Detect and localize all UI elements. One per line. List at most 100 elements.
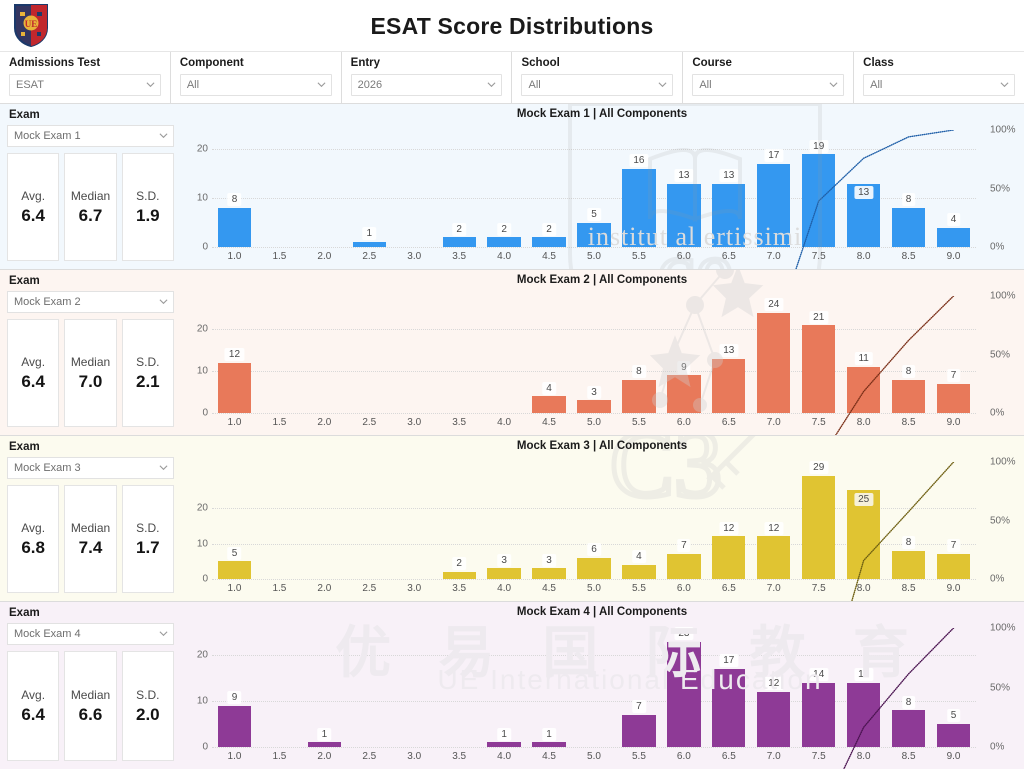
x-tick: 8.5: [901, 583, 916, 594]
bar[interactable]: [442, 237, 476, 247]
kpi-median: Median 6.6: [64, 651, 117, 761]
kpi-group: Avg. 6.4 Median 6.6 S.D. 2.0: [7, 651, 174, 764]
bar[interactable]: [667, 554, 701, 579]
bar-value-label: 16: [629, 154, 649, 168]
y-axis-count: 0 10 20: [180, 130, 212, 253]
bar[interactable]: [712, 358, 746, 413]
bar[interactable]: [217, 208, 252, 247]
kpi-label: Median: [70, 354, 111, 369]
bar[interactable]: [936, 383, 971, 413]
bar[interactable]: [577, 557, 611, 579]
bar-value-label: 13: [719, 343, 739, 357]
bar[interactable]: [712, 536, 746, 579]
bar-value-label: 3: [497, 553, 511, 567]
bar[interactable]: [757, 692, 791, 747]
page-title: ESAT Score Distributions: [370, 12, 654, 39]
bar[interactable]: [667, 641, 701, 747]
x-tick: 2.0: [317, 751, 332, 762]
bar[interactable]: [532, 237, 566, 247]
kpi-value: 6.8: [21, 537, 45, 557]
bar[interactable]: [352, 242, 386, 247]
y-axis-cumulative-percent: 0% 50% 100%: [976, 457, 1024, 585]
bar[interactable]: [802, 682, 836, 747]
kpi-label: S.D.: [136, 520, 160, 535]
kpi-standard-deviation: S.D. 2.1: [121, 319, 174, 427]
bar[interactable]: [217, 705, 252, 747]
bar[interactable]: [532, 742, 566, 747]
x-tick: 1.0: [227, 751, 242, 762]
filter-bar: Admissions Test ESAT Component All Entry 2026…: [0, 52, 1024, 104]
bar-value-label: 7: [946, 539, 961, 553]
bar[interactable]: [936, 227, 971, 247]
distribution-chart: C3 Mock Exam 3 | All Components 0 10 20 0% 50%…: [180, 436, 1024, 601]
bar[interactable]: [487, 742, 521, 747]
bar[interactable]: [891, 208, 926, 247]
kpi-label: Median: [70, 520, 111, 535]
filter-select[interactable]: All: [692, 74, 845, 96]
filter-select[interactable]: 2026: [350, 74, 503, 96]
gridline: [212, 413, 976, 414]
bar[interactable]: [667, 375, 701, 413]
bar[interactable]: [487, 237, 521, 247]
bar[interactable]: [532, 396, 566, 413]
bar[interactable]: [936, 724, 971, 747]
bar[interactable]: [891, 550, 926, 579]
bar[interactable]: [667, 183, 701, 247]
kpi-value: 6.4: [21, 371, 45, 391]
bar[interactable]: [442, 571, 476, 579]
bar[interactable]: [802, 476, 836, 579]
bar[interactable]: [757, 164, 791, 247]
bar[interactable]: [757, 536, 791, 579]
bar[interactable]: [532, 568, 566, 579]
kpi-label: Avg.: [21, 687, 46, 702]
filter-label: School: [521, 57, 560, 69]
filter-select[interactable]: ESAT: [9, 74, 161, 96]
bar[interactable]: [891, 710, 926, 747]
bar[interactable]: [307, 742, 341, 747]
bar[interactable]: [622, 169, 656, 247]
bar[interactable]: [802, 325, 836, 413]
exam-select[interactable]: Mock Exam 2: [7, 291, 174, 313]
bar[interactable]: [487, 568, 521, 579]
bar[interactable]: [622, 714, 656, 747]
bar[interactable]: [891, 379, 926, 413]
filter-select[interactable]: All: [521, 74, 674, 96]
kpi-value: 6.7: [78, 205, 103, 225]
bar[interactable]: [802, 154, 836, 247]
bar[interactable]: [217, 561, 252, 579]
bar[interactable]: [936, 554, 971, 579]
x-axis: 1.0 1.5 2.0 2.5 3.0 3.5 4.0 4.5 5.0 5.5 6.0 6.5 7.0 7…: [212, 249, 976, 267]
x-tick: 4.5: [542, 417, 556, 428]
x-tick: 7.5: [811, 417, 826, 428]
x-tick: 6.0: [676, 417, 691, 428]
bar-value-label: 1: [317, 727, 332, 741]
x-tick: 5.0: [587, 251, 601, 262]
bar[interactable]: [757, 312, 791, 413]
bar[interactable]: [712, 669, 746, 747]
bar[interactable]: [577, 222, 611, 247]
bar-value-label: 5: [227, 546, 242, 560]
y-axis-count: 0 10 20: [180, 462, 212, 585]
filter-entry: Entry 2026: [342, 52, 513, 103]
exam-select[interactable]: Mock Exam 3: [7, 457, 174, 479]
kpi-value: 2.1: [136, 371, 160, 391]
exam-select[interactable]: Mock Exam 4: [7, 623, 174, 645]
filter-select[interactable]: All: [863, 74, 1015, 96]
exam-selector-label: Exam: [9, 275, 40, 287]
kpi-label: Avg.: [21, 188, 46, 203]
exam-select[interactable]: Mock Exam 1: [7, 125, 174, 147]
chevron-down-icon: [1000, 80, 1009, 89]
bar[interactable]: [577, 400, 611, 413]
y-tick: 20: [196, 649, 208, 661]
bar[interactable]: [847, 367, 881, 413]
x-tick: 5.5: [631, 417, 646, 428]
bar[interactable]: [217, 362, 252, 413]
bar-value-label: 12: [764, 521, 784, 535]
bar[interactable]: [847, 682, 881, 747]
bar[interactable]: [622, 564, 656, 579]
filter-select[interactable]: All: [179, 74, 332, 96]
plot-area: 8 1 2 2 2 5 16 13 13 17 19 13 8 4: [212, 130, 976, 247]
bar[interactable]: [712, 183, 746, 247]
x-tick: 3.0: [407, 251, 422, 262]
bar[interactable]: [622, 379, 656, 413]
